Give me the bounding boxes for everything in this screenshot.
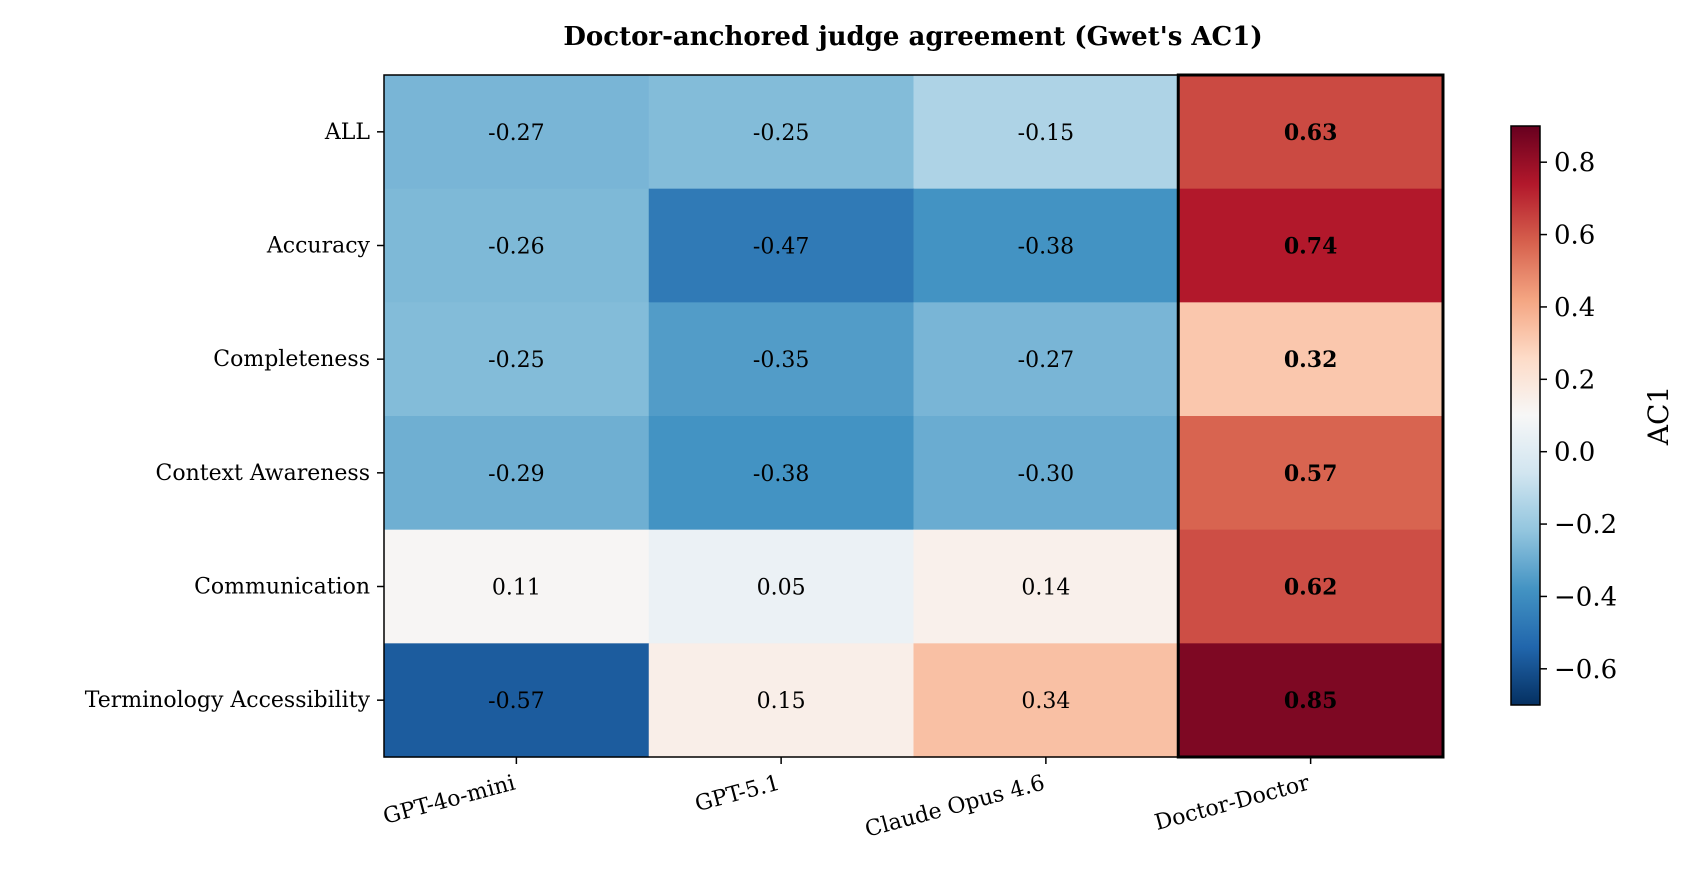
- cell-value-label: 0.32: [1284, 347, 1338, 373]
- colorbar-label: AC1: [1642, 386, 1675, 446]
- cell-value-label: 0.62: [1284, 575, 1338, 601]
- colorbar-tick-label: −0.4: [1554, 582, 1617, 612]
- cell-value-label: -0.30: [1018, 462, 1074, 487]
- cell-value-label: -0.27: [488, 121, 544, 146]
- row-labels: ALL Accuracy Completeness Context Awareness…: [85, 120, 384, 713]
- colorbar-tick-label: −0.2: [1554, 510, 1617, 540]
- heatmap-cell: [913, 302, 1179, 417]
- heatmap-cell: [913, 188, 1179, 303]
- cell-value-label: 0.11: [492, 576, 541, 601]
- highlight-column-border: [1176, 73, 1445, 759]
- heatmap-cells: [384, 75, 1444, 758]
- cell-value-label: -0.38: [753, 462, 809, 487]
- cell-value-label: -0.26: [488, 235, 544, 260]
- cell-value-label: 0.63: [1284, 120, 1338, 146]
- cell-value-label: -0.38: [1018, 235, 1074, 260]
- heatmap-cell: [913, 75, 1179, 190]
- heatmap-cell: [648, 643, 915, 758]
- heatmap-cell: [648, 75, 915, 190]
- column-label: Doctor-Doctor: [1152, 771, 1313, 836]
- cell-value-label: 0.14: [1021, 576, 1070, 601]
- cell-value-label: 0.85: [1284, 688, 1338, 714]
- cell-value-label: 0.34: [1021, 689, 1070, 714]
- cell-value-label: -0.29: [488, 462, 544, 487]
- cell-value-label: -0.25: [488, 348, 544, 373]
- cell-value-label: -0.27: [1018, 348, 1074, 373]
- chart-title: Doctor-anchored judge agreement (Gwet's …: [563, 22, 1262, 52]
- heatmap-cell: [384, 188, 650, 303]
- heatmap-cell: [1178, 188, 1444, 303]
- column-label: Claude Opus 4.6: [862, 771, 1047, 843]
- column-label: GPT-5.1: [693, 771, 783, 818]
- colorbar-tick-label: −0.6: [1554, 655, 1617, 685]
- row-label: Context Awareness: [156, 461, 371, 486]
- column-label: GPT-4o-mini: [381, 771, 518, 830]
- colorbar-tick-label: 0.0: [1554, 438, 1595, 468]
- cell-value-label: 0.05: [757, 576, 806, 601]
- cell-value-label: -0.57: [488, 689, 544, 714]
- heatmap-cell: [1178, 643, 1444, 758]
- cell-value-label: -0.15: [1018, 121, 1074, 146]
- heatmap-cell: [648, 529, 915, 644]
- colorbar: −0.6 −0.4 −0.2 0.0 0.2 0.4 0.6 0.8: [1510, 125, 1617, 706]
- cell-value-label: 0.74: [1284, 234, 1338, 260]
- colorbar-tick-label: 0.2: [1554, 365, 1595, 395]
- heatmap-cell: [1178, 529, 1444, 644]
- heatmap-cell: [1178, 75, 1444, 190]
- heatmap-cell: [1178, 302, 1444, 417]
- heatmap-cell: [384, 416, 650, 531]
- row-label: Communication: [194, 575, 370, 600]
- colorbar-tick-label: 0.6: [1554, 221, 1595, 251]
- heatmap-cell: [913, 529, 1179, 644]
- heatmap-cell: [384, 302, 650, 417]
- heatmap-cell: [384, 643, 650, 758]
- heatmap-cell: [913, 416, 1179, 531]
- heatmap-cell: [648, 416, 915, 531]
- plot-frame: [383, 73, 1445, 759]
- colorbar-tick-label: 0.4: [1554, 293, 1595, 323]
- cell-value-label: -0.47: [753, 235, 809, 260]
- heatmap-cell: [384, 75, 650, 190]
- heatmap-cell: [648, 302, 915, 417]
- cell-value-label: -0.25: [753, 121, 809, 146]
- row-label: Completeness: [213, 347, 370, 372]
- cell-value-label: 0.15: [757, 689, 806, 714]
- column-labels: GPT-4o-mini GPT-5.1 Claude Opus 4.6 Doctor-…: [381, 757, 1313, 843]
- cell-value-label: 0.57: [1284, 461, 1338, 487]
- row-label: ALL: [324, 120, 370, 145]
- row-label: Terminology Accessibility: [85, 688, 371, 713]
- heatmap-cell: [913, 643, 1179, 758]
- cell-value-label: -0.35: [753, 348, 809, 373]
- colorbar-tick-label: 0.8: [1554, 148, 1595, 178]
- colorbar-gradient: [1510, 125, 1541, 706]
- row-label: Accuracy: [266, 234, 371, 259]
- heatmap-cell-labels: -0.27 -0.25 -0.15 0.63 -0.26 -0.47 -0.38 0.74 -0…: [488, 120, 1337, 714]
- heatmap-cell: [384, 529, 650, 644]
- heatmap-cell: [648, 188, 915, 303]
- heatmap-cell: [1178, 416, 1444, 531]
